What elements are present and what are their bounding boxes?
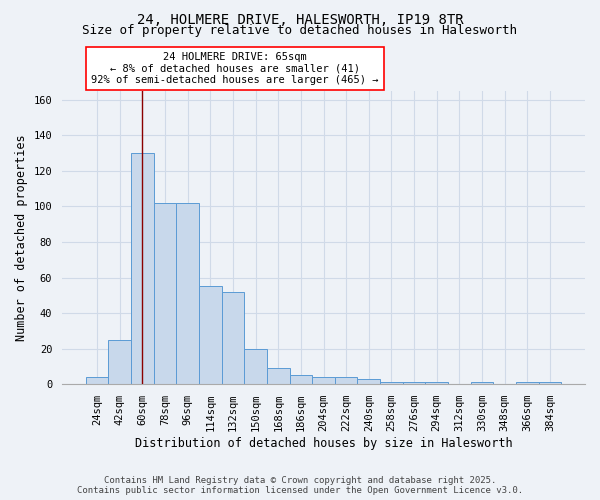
Bar xyxy=(154,203,176,384)
Bar xyxy=(380,382,403,384)
Bar xyxy=(109,340,131,384)
Bar xyxy=(221,292,244,384)
Bar xyxy=(516,382,539,384)
Bar xyxy=(199,286,221,384)
Bar xyxy=(86,377,109,384)
Bar xyxy=(290,376,312,384)
Text: Contains HM Land Registry data © Crown copyright and database right 2025.
Contai: Contains HM Land Registry data © Crown c… xyxy=(77,476,523,495)
Y-axis label: Number of detached properties: Number of detached properties xyxy=(15,134,28,341)
Bar xyxy=(267,368,290,384)
Bar xyxy=(335,377,358,384)
Bar xyxy=(358,379,380,384)
Bar xyxy=(176,203,199,384)
Bar xyxy=(403,382,425,384)
Text: Size of property relative to detached houses in Halesworth: Size of property relative to detached ho… xyxy=(83,24,517,37)
Bar xyxy=(539,382,561,384)
Bar xyxy=(131,153,154,384)
Bar xyxy=(244,348,267,384)
Bar xyxy=(312,377,335,384)
X-axis label: Distribution of detached houses by size in Halesworth: Distribution of detached houses by size … xyxy=(135,437,512,450)
Text: 24 HOLMERE DRIVE: 65sqm
← 8% of detached houses are smaller (41)
92% of semi-det: 24 HOLMERE DRIVE: 65sqm ← 8% of detached… xyxy=(91,52,379,85)
Bar xyxy=(425,382,448,384)
Text: 24, HOLMERE DRIVE, HALESWORTH, IP19 8TR: 24, HOLMERE DRIVE, HALESWORTH, IP19 8TR xyxy=(137,12,463,26)
Bar xyxy=(470,382,493,384)
